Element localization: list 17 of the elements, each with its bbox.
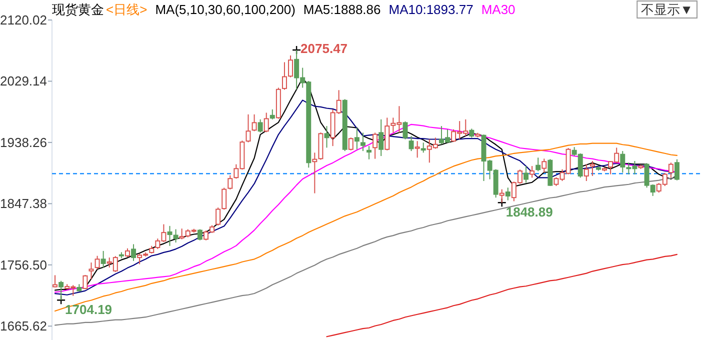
annotation: 2075.47 bbox=[300, 41, 348, 56]
chart-subtitle: <日线> bbox=[106, 2, 148, 17]
y-tick-label: 1847.38 bbox=[0, 196, 47, 212]
y-tick-label: 2029.14 bbox=[0, 74, 47, 89]
text: MA30 bbox=[481, 2, 516, 17]
y-tick-label: 1938.26 bbox=[0, 134, 47, 150]
line-series bbox=[326, 254, 678, 338]
chart-title: 现货黄金 bbox=[52, 2, 104, 17]
y-tick-label: 1756.50 bbox=[0, 257, 47, 272]
text: MA5:1888.86 bbox=[303, 2, 381, 17]
annotation: 1704.19 bbox=[65, 302, 112, 318]
y-tick-label: 2120.02 bbox=[0, 12, 47, 28]
y-tick-label: 1665.62 bbox=[0, 318, 47, 334]
text: MA10:1893.77 bbox=[388, 2, 474, 17]
legend-title: MA(5,10,30,60,100,200) bbox=[155, 2, 296, 17]
text: 不显示▼ bbox=[641, 2, 693, 17]
annotation: 1848.89 bbox=[506, 204, 553, 220]
